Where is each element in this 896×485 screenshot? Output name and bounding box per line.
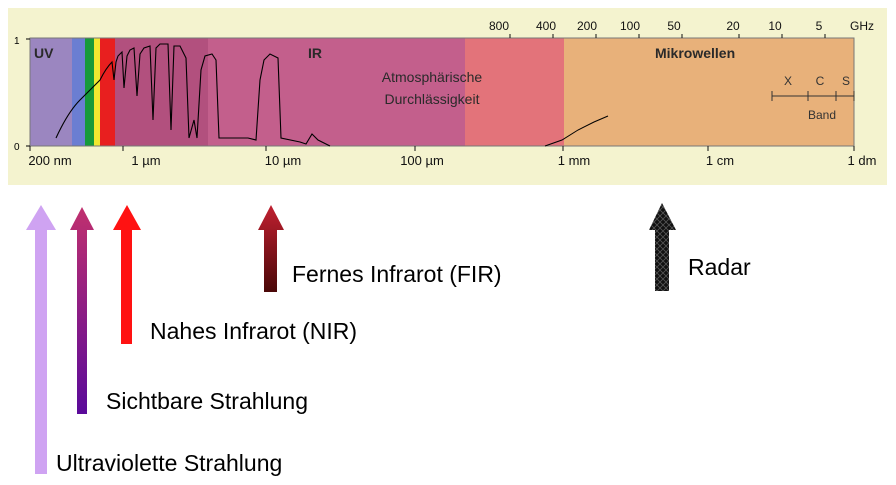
green-band	[85, 38, 94, 146]
mid-ir-region	[208, 38, 465, 146]
label-fir: Fernes Infrarot (FIR)	[292, 261, 502, 287]
band-letter-c: C	[816, 74, 825, 88]
far-ir-region	[465, 38, 564, 146]
label-nir: Nahes Infrarot (NIR)	[150, 318, 358, 344]
microwave-label: Mikrowellen	[655, 45, 735, 61]
freq-tick-5: 5	[816, 19, 823, 33]
freq-tick-100: 100	[620, 19, 640, 33]
band-letter-x: X	[784, 74, 792, 88]
wl-tick-10um: 10 µm	[265, 153, 301, 168]
near-ir-region	[115, 38, 208, 146]
freq-tick-800: 800	[489, 19, 509, 33]
wl-tick-1um: 1 µm	[131, 153, 160, 168]
band-letter-s: S	[842, 74, 850, 88]
yellow-band	[94, 38, 100, 146]
transmission-curve	[55, 43, 331, 147]
atmosphere-label-line1: Atmosphärische	[382, 69, 483, 85]
visible-arrow	[70, 207, 94, 414]
nir-arrow	[113, 205, 141, 344]
freq-tick-400: 400	[536, 19, 556, 33]
y-tick-0: 0	[14, 142, 20, 153]
uv-region	[30, 38, 72, 146]
wavelength-tick-marks	[29, 146, 855, 151]
y-tick-1: 1	[14, 36, 20, 47]
freq-tick-200: 200	[577, 19, 597, 33]
uv-label: UV	[34, 45, 54, 61]
frequency-axis: 800 400 200 100 50 20 10 5 GHz	[489, 19, 874, 33]
wavelength-axis: 200 nm 1 µm 10 µm 100 µm 1 mm 1 cm 1 dm	[28, 153, 876, 168]
microwave-region	[564, 38, 854, 146]
freq-tick-20: 20	[726, 19, 740, 33]
uv-arrow	[26, 205, 56, 474]
wl-tick-200nm: 200 nm	[28, 153, 71, 168]
ir-label: IR	[308, 45, 322, 61]
wl-tick-1mm: 1 mm	[558, 153, 591, 168]
wl-tick-1cm: 1 cm	[706, 153, 734, 168]
atmosphere-label-line2: Durchlässigkeit	[385, 91, 480, 107]
freq-unit-ghz: GHz	[850, 19, 874, 33]
label-visible: Sichtbare Strahlung	[106, 388, 309, 414]
freq-tick-10: 10	[768, 19, 782, 33]
microwave-transmission-curve	[544, 115, 609, 147]
radar-arrow	[649, 203, 676, 291]
label-radar: Radar	[688, 254, 751, 280]
band-label: Band	[808, 108, 836, 122]
label-ultraviolet: Ultraviolette Strahlung	[56, 450, 283, 476]
blue-band	[72, 38, 85, 146]
freq-tick-50: 50	[667, 19, 681, 33]
wl-tick-1dm: 1 dm	[848, 153, 877, 168]
frequency-tick-marks	[509, 34, 826, 38]
red-band	[100, 38, 115, 146]
fir-arrow	[258, 205, 284, 292]
wl-tick-100um: 100 µm	[400, 153, 444, 168]
